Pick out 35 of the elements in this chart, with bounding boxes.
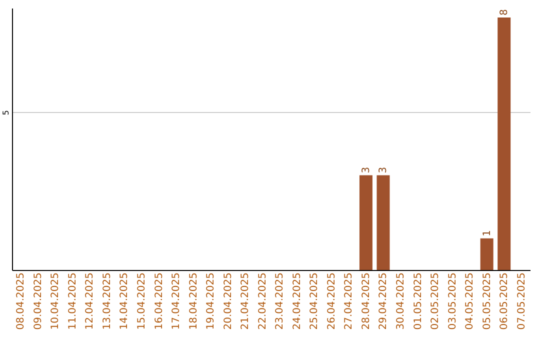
x-tick-label: 24.04.2025 xyxy=(292,272,303,330)
x-tick-label: 18.04.2025 xyxy=(188,272,200,330)
data-label: 8 xyxy=(499,9,510,16)
x-tick-label: 13.04.2025 xyxy=(102,272,113,330)
x-tick-label: 16.04.2025 xyxy=(154,272,165,330)
x-tick-label: 22.04.2025 xyxy=(257,272,268,330)
data-label: 1 xyxy=(482,230,493,236)
x-tick-label: 10.04.2025 xyxy=(50,272,62,330)
x-tick-label: 26.04.2025 xyxy=(326,272,338,330)
x-tick-label: 01.05.2025 xyxy=(412,272,424,330)
x-tick-label: 23.04.2025 xyxy=(274,272,286,330)
x-tick-label: 02.05.2025 xyxy=(430,272,442,330)
x-tick-label: 08.04.2025 xyxy=(16,272,27,330)
x-tick-label: 09.04.2025 xyxy=(32,272,44,330)
x-tick-label: 28.04.2025 xyxy=(360,272,372,330)
x-tick-label: 07.05.2025 xyxy=(516,272,528,330)
x-tick-label: 15.04.2025 xyxy=(136,272,148,330)
x-tick-label: 03.05.2025 xyxy=(447,272,458,330)
x-tick-label: 12.04.2025 xyxy=(84,272,96,330)
x-tick-label: 27.04.2025 xyxy=(344,272,355,330)
x-tick-label: 25.04.2025 xyxy=(309,272,320,330)
x-tick-label: 05.05.2025 xyxy=(482,272,493,330)
x-tick-label: 19.04.2025 xyxy=(206,272,217,330)
data-label: 3 xyxy=(378,166,390,174)
x-tick-label: 21.04.2025 xyxy=(240,272,252,330)
data-label: 3 xyxy=(360,166,372,174)
x-tick-label: 14.04.2025 xyxy=(119,272,130,330)
x-tick-label: 06.05.2025 xyxy=(499,272,510,330)
x-tick-label: 11.04.2025 xyxy=(67,272,78,330)
x-tick-label: 30.04.2025 xyxy=(396,272,406,330)
x-tick-label: 17.04.2025 xyxy=(171,272,182,330)
y-tick-label: 5 xyxy=(2,110,10,116)
x-tick-label: 04.05.2025 xyxy=(464,272,476,330)
x-tick-label: 29.04.2025 xyxy=(378,272,390,330)
x-tick-label: 20.04.2025 xyxy=(222,272,234,330)
